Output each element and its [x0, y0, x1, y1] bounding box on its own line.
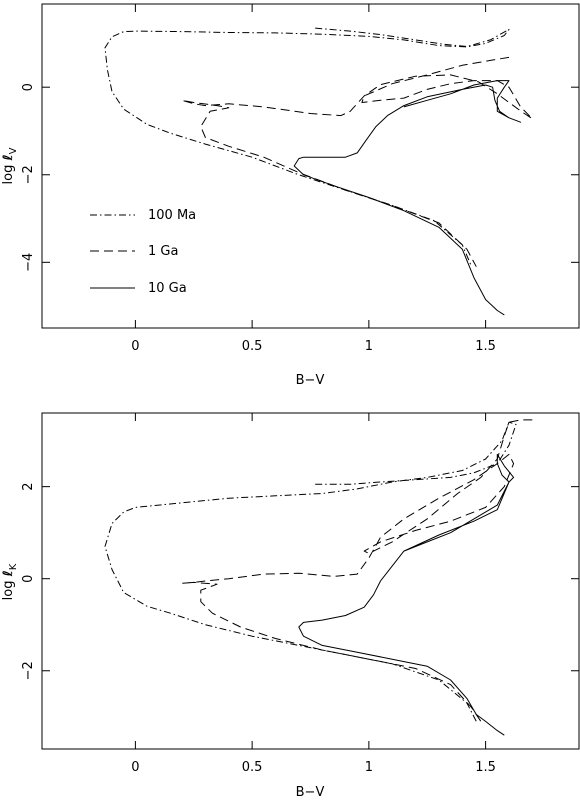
x-tick-label: 0.5	[242, 339, 263, 354]
legend-label-100ma: 100 Ma	[148, 208, 196, 223]
series-line-1-ga	[181, 56, 533, 267]
legend-entry-100ma: 100 Ma	[90, 208, 196, 223]
y-tick-label: −2	[21, 165, 36, 184]
x-tick-label: 0.5	[242, 760, 263, 775]
series-line-10-ga	[298, 453, 515, 736]
y-axis-label-bottom: log ℓK	[1, 563, 19, 600]
x-axis-label-top: B−V	[296, 373, 325, 388]
series-line-1-ga	[181, 419, 533, 722]
y-axis-label-top-main: log	[1, 161, 16, 185]
panel-top: 0 0.5 1 1.5 0 −2 −4 B−V log ℓV 100 Ma 1 Ga 10 …	[1, 3, 580, 388]
legend-entry-10ga: 10 Ga	[90, 281, 187, 296]
tick-group-bottom: 0 0.5 1 1.5 2 0 −2	[21, 413, 579, 775]
plot-frame-bottom	[41, 412, 580, 750]
y-axis-label-top-ell: ℓ	[1, 154, 16, 161]
x-tick-label: 1	[365, 339, 373, 354]
curve-group-top	[104, 27, 533, 316]
y-tick-label: 0	[21, 83, 36, 91]
tick-group-top: 0 0.5 1 1.5 0 −2 −4	[21, 4, 579, 354]
y-axis-label-top: log ℓV	[1, 147, 19, 184]
series-line-100-ma	[104, 27, 510, 267]
x-tick-label: 1	[365, 760, 373, 775]
y-tick-label: 2	[21, 483, 36, 491]
legend: 100 Ma 1 Ga 10 Ga	[90, 208, 196, 296]
x-tick-label: 1.5	[475, 339, 496, 354]
series-line-100-ma	[104, 421, 517, 722]
panel-bottom: 0 0.5 1 1.5 2 0 −2 B−V log ℓK	[1, 412, 580, 800]
legend-entry-1ga: 1 Ga	[90, 244, 178, 259]
legend-label-1ga: 1 Ga	[148, 244, 178, 259]
x-tick-label: 1.5	[475, 760, 496, 775]
x-tick-label: 0	[131, 339, 139, 354]
y-axis-label-bottom-main: log	[1, 576, 16, 600]
y-axis-label-bottom-ell: ℓ	[1, 570, 16, 577]
y-axis-label-bottom-sub: K	[8, 563, 19, 570]
x-axis-label-bottom: B−V	[296, 785, 325, 800]
x-tick-label: 0	[131, 760, 139, 775]
plot-frame-top	[41, 3, 580, 329]
y-axis-label-top-sub: V	[8, 147, 19, 154]
curve-group-bottom	[104, 419, 533, 736]
legend-label-10ga: 10 Ga	[148, 281, 187, 296]
y-tick-label: 0	[21, 575, 36, 583]
series-line-10-ga	[293, 80, 522, 316]
y-tick-label: −2	[21, 661, 36, 680]
y-tick-label: −4	[21, 253, 36, 272]
